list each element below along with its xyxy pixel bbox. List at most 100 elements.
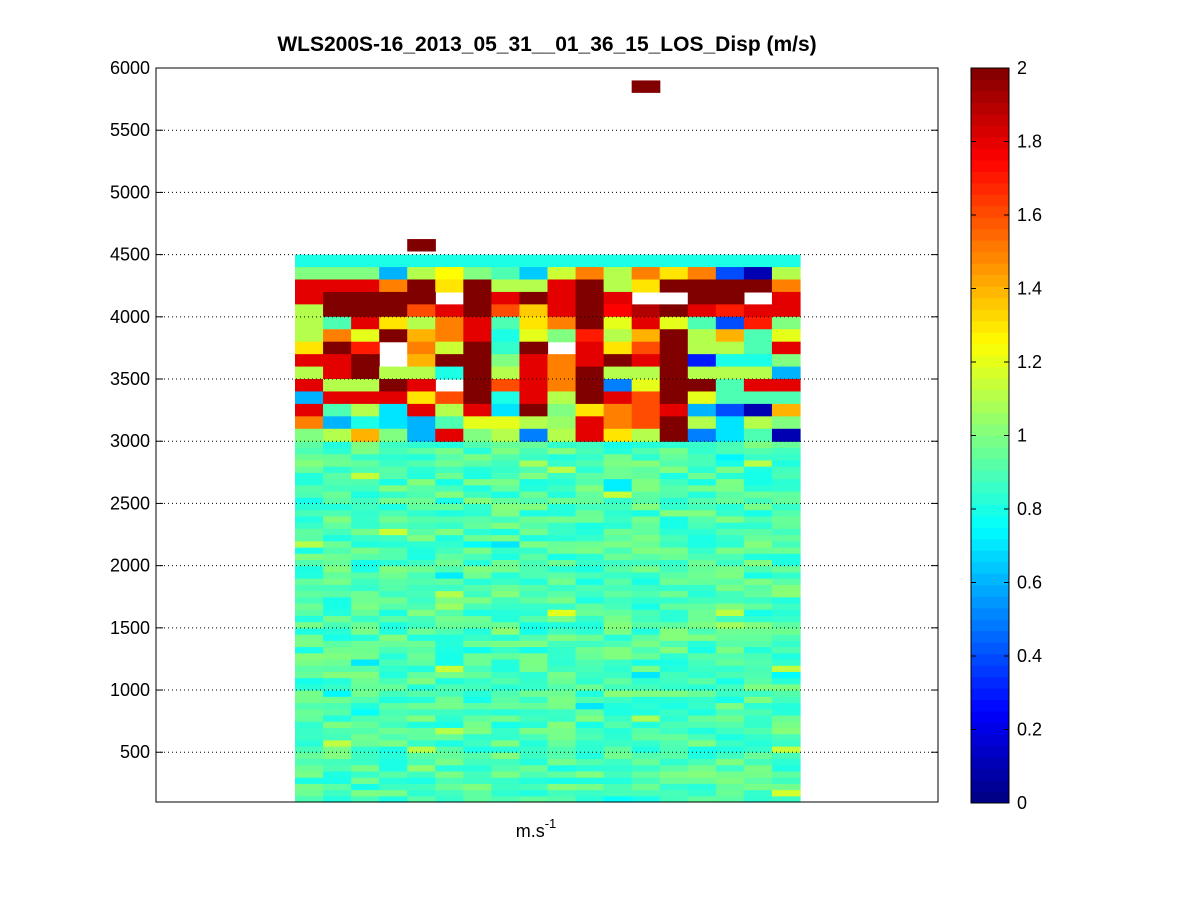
heatmap-cell [407, 615, 436, 623]
heatmap-cell [463, 546, 492, 554]
heatmap-cell [715, 509, 745, 517]
heatmap-cell [603, 466, 633, 473]
heatmap-cell [463, 658, 492, 666]
heatmap-cell [407, 553, 436, 561]
heatmap-cell [491, 752, 521, 760]
heatmap-cell [435, 733, 464, 741]
heatmap-cell [547, 615, 577, 623]
heatmap-cell [379, 721, 408, 728]
heatmap-cell [687, 634, 717, 641]
heatmap-cell [771, 584, 801, 592]
heatmap-cell [547, 459, 577, 467]
colorbar-band [971, 102, 1009, 115]
heatmap-outlier-cell [631, 80, 661, 93]
heatmap-cell [407, 354, 436, 368]
heatmap-cell [631, 379, 661, 393]
colorbar-band [971, 561, 1009, 574]
heatmap-cell [547, 714, 577, 722]
heatmap-cell [435, 472, 464, 480]
heatmap-cell [295, 658, 324, 666]
heatmap-cell [407, 714, 436, 722]
heatmap-cell [379, 764, 408, 772]
heatmap-cell [659, 746, 689, 753]
y-tick-label: 4500 [110, 245, 150, 265]
heatmap-cell [575, 441, 605, 449]
colorbar-band [971, 68, 1009, 80]
heatmap-cell [323, 677, 352, 685]
x-axis-label: m.s-1 [516, 816, 557, 841]
heatmap-cell [351, 459, 380, 467]
heatmap-cell [659, 453, 689, 461]
heatmap-cell [575, 634, 605, 641]
heatmap-cell [659, 379, 689, 393]
heatmap-cell [743, 783, 773, 791]
heatmap-cell [659, 795, 689, 803]
colorbar-band [971, 699, 1009, 712]
heatmap-cell [323, 764, 352, 772]
heatmap-cell [659, 515, 689, 523]
heatmap-cell [715, 652, 745, 660]
heatmap-cell [687, 466, 717, 473]
heatmap-cell [491, 795, 521, 803]
heatmap-cell [379, 770, 408, 778]
heatmap-cell [743, 690, 773, 697]
heatmap-cell [323, 441, 352, 449]
colorbar-band [971, 780, 1009, 793]
heatmap-cell [631, 441, 661, 449]
heatmap-cell [771, 509, 801, 517]
colorbar-band [971, 401, 1009, 414]
heatmap-cell [603, 652, 633, 660]
heatmap-cell [491, 447, 521, 455]
heatmap-cell [743, 540, 773, 548]
heatmap-cell [771, 565, 801, 573]
heatmap-cell [295, 615, 324, 623]
heatmap-cell [491, 546, 521, 554]
heatmap-cell [603, 789, 633, 797]
heatmap-cell [295, 646, 324, 654]
heatmap-cell [351, 528, 380, 536]
heatmap-cell [295, 634, 324, 641]
heatmap-cell [575, 615, 605, 623]
heatmap-cell [743, 752, 773, 760]
heatmap-cell [463, 453, 492, 461]
heatmap-cell [407, 652, 436, 660]
heatmap-cell [687, 571, 717, 579]
heatmap-cell [407, 416, 436, 430]
heatmap-cell [603, 696, 633, 704]
heatmap-cell [603, 366, 633, 380]
heatmap-cell [435, 366, 464, 380]
heatmap-cell [771, 503, 801, 511]
heatmap-cell [575, 472, 605, 480]
heatmap-cell [491, 770, 521, 778]
heatmap-cell [435, 671, 464, 679]
heatmap-cell [491, 416, 521, 430]
heatmap-cell [463, 329, 492, 343]
heatmap-cell [715, 596, 745, 604]
heatmap-cell [351, 497, 380, 505]
heatmap-cell [519, 777, 549, 784]
heatmap-cell [379, 727, 408, 735]
heatmap-cell [603, 746, 633, 753]
heatmap-cell [687, 366, 717, 380]
heatmap-cell [463, 764, 492, 772]
heatmap-cell [771, 453, 801, 461]
heatmap-cell [631, 646, 661, 654]
heatmap-cell [631, 602, 661, 610]
heatmap-cell [575, 304, 605, 318]
heatmap-cell [547, 746, 577, 753]
heatmap-cell [379, 646, 408, 654]
heatmap-cell [743, 714, 773, 722]
heatmap-cell [519, 652, 549, 660]
heatmap-cell [519, 596, 549, 604]
heatmap-cell [603, 690, 633, 697]
heatmap-cell [351, 304, 380, 318]
heatmap-cell [379, 515, 408, 523]
heatmap-cell [631, 354, 661, 368]
colorbar-band [971, 332, 1009, 345]
heatmap-cell [715, 571, 745, 579]
heatmap-cell [323, 254, 352, 268]
heatmap-cell [435, 571, 464, 579]
heatmap-cell [743, 758, 773, 766]
colorbar-band [971, 309, 1009, 322]
heatmap-cell [379, 540, 408, 548]
